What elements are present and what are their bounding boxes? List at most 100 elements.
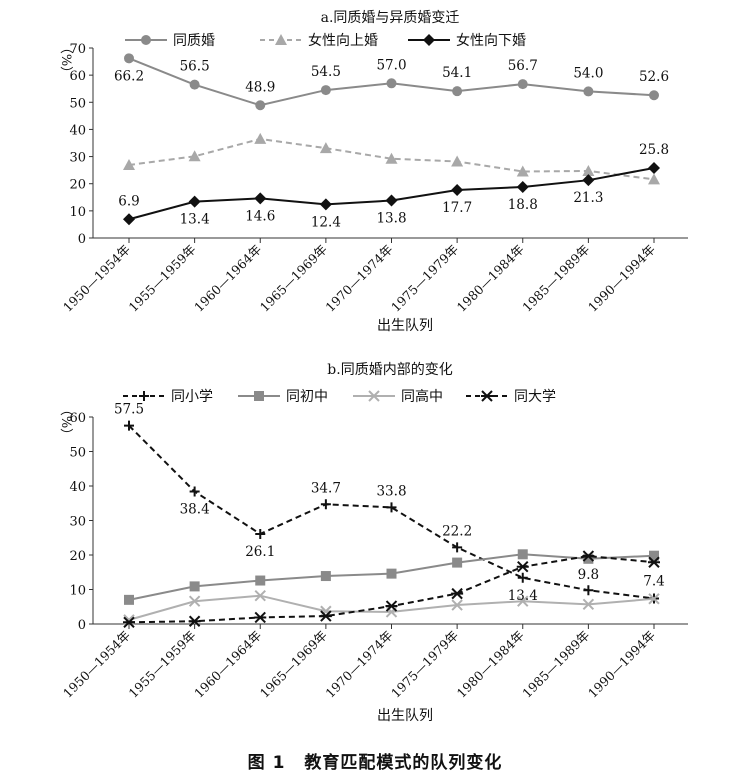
legend-label: 女性向下婚 [456, 32, 526, 49]
data-label: 54.5 [311, 64, 341, 80]
data-point [255, 100, 266, 111]
data-point [583, 553, 594, 564]
data-point [516, 180, 529, 193]
data-point [188, 595, 201, 607]
data-point [452, 557, 463, 568]
data-point [320, 571, 331, 582]
x-tick-label: 1970—1974年 [322, 628, 395, 701]
y-tick-label: 30 [69, 151, 86, 166]
x-tick-label: 1955—1959年 [125, 628, 198, 701]
data-label: 7.4 [643, 573, 664, 589]
series-2 [123, 132, 660, 185]
data-point [517, 595, 529, 607]
legend-item: 同高中 [353, 388, 443, 405]
data-point [124, 420, 134, 431]
data-point [517, 572, 528, 583]
x-tick-label: 1975—1979年 [388, 628, 461, 701]
x-tick-label: 1965—1969年 [257, 628, 330, 701]
data-point [385, 600, 398, 612]
data-point [124, 594, 134, 605]
chart-title: a.同质婚与异质婚变迁 [321, 10, 460, 26]
data-point [648, 556, 660, 568]
x-tick-label: 1985—1989年 [519, 628, 592, 701]
y-tick-label: 0 [78, 232, 86, 247]
x-axis-label: 出生队列 [377, 708, 433, 724]
data-label: 12.4 [311, 214, 341, 230]
data-point [516, 561, 529, 573]
caption-text: 教育匹配模式的队列变化 [304, 753, 503, 773]
data-label: 13.4 [508, 588, 538, 604]
caption-number: 图 1 [247, 753, 286, 773]
series-line [128, 424, 655, 600]
data-label: 38.4 [180, 502, 210, 518]
legend-item: 同初中 [238, 388, 328, 405]
data-point [188, 195, 201, 208]
data-point [648, 161, 660, 174]
legend-marker [423, 34, 435, 46]
data-point [517, 79, 528, 90]
x-tick-label: 1975—1979年 [388, 242, 461, 315]
x-axis-label: 出生队列 [377, 318, 433, 334]
data-label: 48.9 [245, 79, 275, 95]
data-label: 17.7 [442, 200, 472, 216]
data-point [582, 164, 595, 176]
legend-marker [141, 35, 151, 45]
x-tick-label: 1980—1984年 [454, 628, 527, 701]
data-label: 56.5 [180, 59, 210, 75]
y-tick-label: 70 [69, 42, 86, 57]
data-point [517, 549, 528, 560]
data-point [583, 86, 594, 97]
legend-item: 同小学 [123, 389, 213, 405]
data-point [385, 152, 398, 164]
legend-label: 女性向上婚 [308, 32, 378, 49]
legend-label: 同质婚 [173, 33, 215, 49]
data-point [319, 142, 332, 154]
data-point [582, 550, 595, 562]
data-point [189, 581, 200, 592]
data-point [385, 194, 398, 207]
figure-caption: 图 1 教育匹配模式的队列变化 [0, 748, 750, 773]
data-point [386, 78, 397, 89]
data-point [123, 213, 135, 226]
data-point [254, 611, 267, 624]
legend-label: 同初中 [286, 388, 328, 405]
chart-title: b.同质婚内部的变化 [327, 362, 452, 378]
data-point [582, 598, 595, 611]
legend-label: 同高中 [401, 388, 443, 405]
data-point [582, 174, 595, 187]
x-tick-label: 1955—1959年 [125, 242, 198, 315]
data-point [124, 53, 134, 64]
data-label: 22.2 [442, 523, 472, 539]
legend-marker [368, 390, 380, 402]
data-point [451, 155, 464, 167]
data-label: 13.4 [180, 212, 210, 228]
x-tick-label: 1960—1964年 [191, 242, 264, 315]
x-tick-label: 1950—1954年 [60, 628, 133, 701]
data-point [386, 502, 397, 513]
x-tick-label: 1990—1994年 [585, 242, 658, 315]
data-point [649, 90, 659, 101]
data-point [320, 85, 331, 96]
series-1 [124, 420, 659, 604]
data-point [255, 528, 266, 539]
data-label: 6.9 [118, 193, 139, 209]
legend-item: 女性向下婚 [408, 32, 526, 49]
data-label: 21.3 [573, 190, 603, 206]
legend-marker [481, 390, 493, 402]
series-line [128, 594, 655, 621]
data-point [188, 615, 201, 627]
data-point [254, 590, 266, 602]
series-1 [124, 53, 659, 111]
data-point [452, 542, 463, 553]
x-tick-label: 1990—1994年 [585, 628, 658, 701]
data-point [189, 486, 200, 497]
data-label: 57.5 [114, 402, 144, 418]
data-point [123, 158, 135, 170]
data-point [583, 585, 594, 596]
x-tick-label: 1950—1954年 [60, 242, 133, 315]
y-tick-label: 30 [69, 515, 86, 530]
data-point [648, 593, 660, 605]
y-tick-label: 60 [69, 69, 86, 84]
